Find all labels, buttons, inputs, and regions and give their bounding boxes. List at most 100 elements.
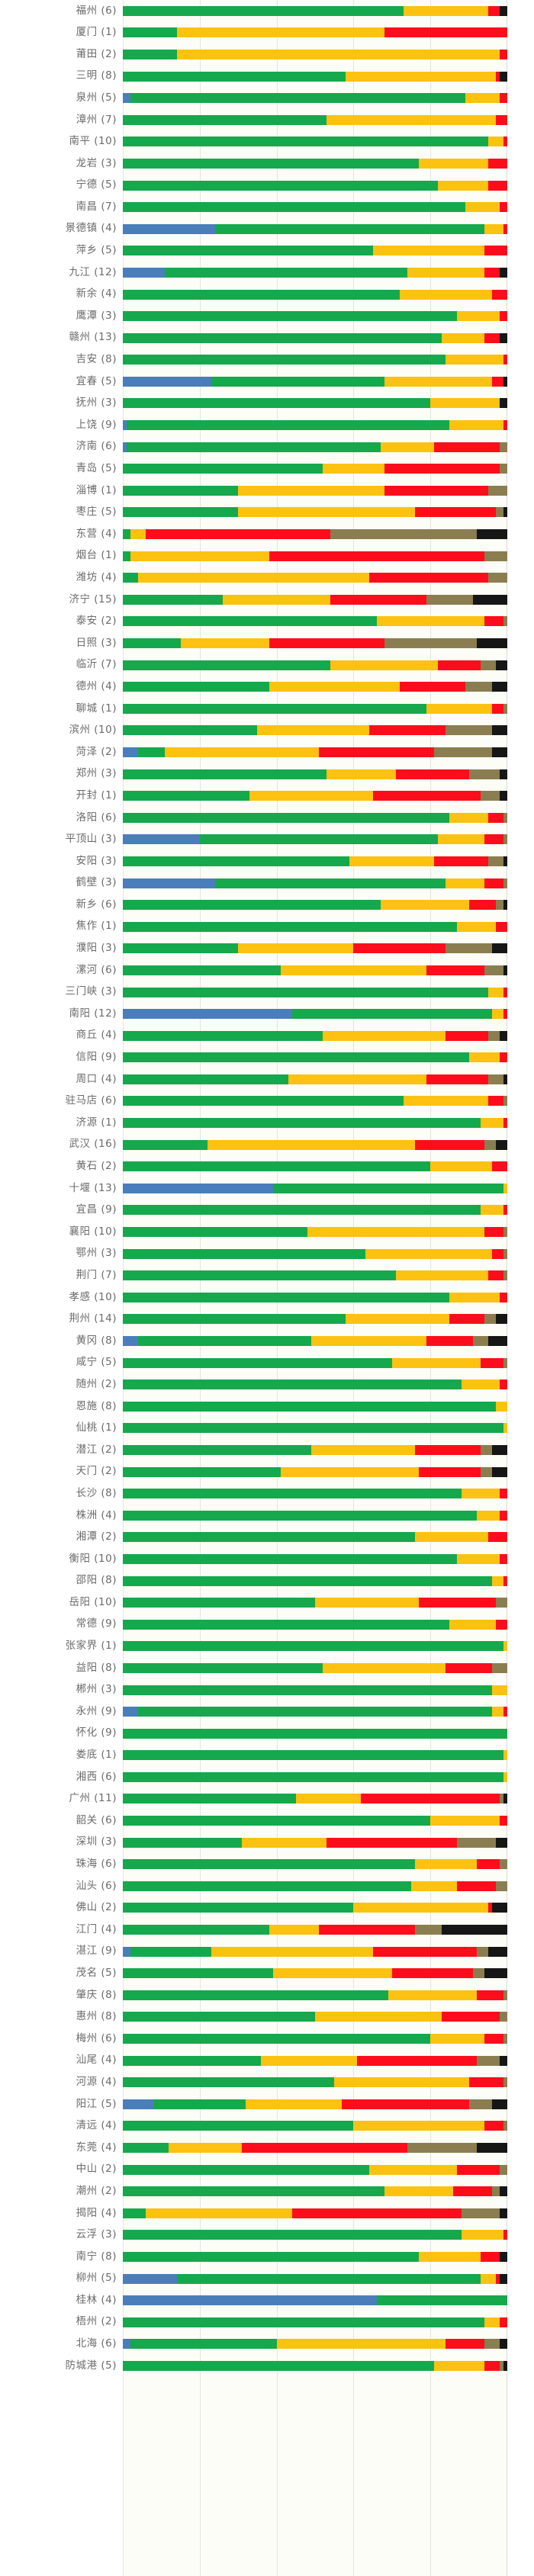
stacked-bar[interactable] — [123, 311, 507, 322]
bar-segment-cat-5[interactable] — [468, 769, 500, 779]
stacked-bar[interactable] — [123, 2295, 507, 2306]
stacked-bar[interactable] — [123, 1489, 507, 1499]
bar-segment-cat-4[interactable] — [415, 507, 496, 518]
bar-segment-cat-5[interactable] — [503, 2034, 507, 2044]
bar-segment-cat-4[interactable] — [468, 2077, 503, 2088]
bar-segment-cat-5[interactable] — [472, 1968, 484, 1979]
bar-segment-cat-3[interactable] — [310, 1336, 427, 1347]
stacked-bar[interactable] — [123, 1925, 507, 1935]
bar-segment-cat-2[interactable] — [123, 1292, 450, 1302]
bar-segment-cat-3[interactable] — [449, 420, 503, 431]
stacked-bar[interactable] — [123, 2208, 507, 2218]
bar-segment-cat-5[interactable] — [446, 725, 492, 736]
bar-segment-cat-5[interactable] — [499, 1859, 507, 1870]
bar-segment-cat-6[interactable] — [476, 529, 507, 540]
stacked-bar[interactable] — [123, 900, 507, 911]
bar-segment-cat-3[interactable] — [426, 703, 492, 714]
bar-segment-cat-4[interactable] — [419, 1598, 496, 1608]
bar-segment-cat-1[interactable] — [123, 1336, 139, 1347]
bar-segment-cat-1[interactable] — [123, 1946, 131, 1957]
bar-segment-cat-4[interactable] — [476, 1859, 500, 1870]
stacked-bar[interactable] — [123, 93, 507, 104]
bar-segment-cat-5[interactable] — [503, 616, 507, 627]
bar-segment-cat-2[interactable] — [123, 965, 281, 975]
stacked-bar[interactable] — [123, 71, 507, 82]
bar-segment-cat-3[interactable] — [480, 1205, 503, 1216]
bar-segment-cat-3[interactable] — [349, 856, 435, 866]
bar-segment-cat-2[interactable] — [165, 267, 407, 278]
stacked-bar[interactable] — [123, 1575, 507, 1586]
stacked-bar[interactable] — [123, 1423, 507, 1434]
bar-segment-cat-3[interactable] — [407, 267, 484, 278]
bar-segment-cat-2[interactable] — [123, 1466, 281, 1477]
bar-segment-cat-3[interactable] — [380, 900, 469, 911]
bar-segment-cat-1[interactable] — [123, 878, 215, 888]
bar-segment-cat-3[interactable] — [403, 1096, 488, 1107]
stacked-bar[interactable] — [123, 223, 507, 234]
bar-segment-cat-4[interactable] — [446, 1662, 492, 1673]
stacked-bar[interactable] — [123, 2186, 507, 2197]
bar-segment-cat-6[interactable] — [499, 791, 507, 801]
stacked-bar[interactable] — [123, 1990, 507, 2000]
bar-segment-cat-3[interactable] — [484, 223, 503, 234]
stacked-bar[interactable] — [123, 1750, 507, 1761]
bar-segment-cat-4[interactable] — [484, 616, 503, 627]
bar-segment-cat-4[interactable] — [327, 1837, 458, 1848]
bar-segment-cat-4[interactable] — [484, 2360, 500, 2371]
bar-segment-cat-3[interactable] — [307, 1227, 484, 1238]
bar-segment-cat-2[interactable] — [123, 507, 239, 518]
bar-segment-cat-6[interactable] — [491, 1466, 507, 1477]
stacked-bar[interactable] — [123, 1641, 507, 1652]
bar-segment-cat-6[interactable] — [491, 747, 507, 757]
bar-segment-cat-2[interactable] — [123, 2055, 262, 2066]
bar-segment-cat-4[interactable] — [503, 1575, 507, 1586]
bar-segment-cat-2[interactable] — [123, 682, 269, 692]
bar-segment-cat-4[interactable] — [426, 965, 484, 975]
bar-segment-cat-3[interactable] — [465, 202, 500, 213]
bar-segment-cat-2[interactable] — [123, 1074, 288, 1084]
bar-segment-cat-3[interactable] — [138, 573, 369, 583]
bar-segment-cat-4[interactable] — [503, 2230, 507, 2240]
bar-segment-cat-4[interactable] — [368, 573, 488, 583]
bar-segment-cat-4[interactable] — [484, 1227, 503, 1238]
stacked-bar[interactable] — [123, 987, 507, 997]
bar-segment-cat-6[interactable] — [495, 1314, 507, 1325]
bar-segment-cat-2[interactable] — [123, 987, 488, 997]
bar-segment-cat-3[interactable] — [480, 2273, 496, 2284]
stacked-bar[interactable] — [123, 1771, 507, 1782]
bar-segment-cat-1[interactable] — [123, 2273, 177, 2284]
bar-segment-cat-5[interactable] — [495, 1598, 507, 1608]
bar-segment-cat-2[interactable] — [123, 1270, 396, 1281]
bar-segment-cat-4[interactable] — [491, 703, 503, 714]
bar-segment-cat-4[interactable] — [372, 791, 481, 801]
bar-segment-cat-5[interactable] — [499, 2012, 507, 2022]
bar-segment-cat-2[interactable] — [123, 114, 327, 125]
bar-segment-cat-4[interactable] — [499, 1553, 507, 1564]
bar-segment-cat-3[interactable] — [323, 1030, 446, 1041]
bar-segment-cat-6[interactable] — [487, 1336, 507, 1347]
bar-segment-cat-5[interactable] — [480, 1444, 492, 1455]
bar-segment-cat-2[interactable] — [123, 1489, 462, 1499]
bar-segment-cat-3[interactable] — [449, 1292, 500, 1302]
bar-segment-cat-5[interactable] — [495, 900, 503, 911]
stacked-bar[interactable] — [123, 1336, 507, 1347]
bar-segment-cat-3[interactable] — [399, 289, 492, 300]
bar-segment-cat-5[interactable] — [415, 1925, 442, 1935]
stacked-bar[interactable] — [123, 1816, 507, 1826]
bar-segment-cat-4[interactable] — [319, 747, 435, 757]
bar-segment-cat-4[interactable] — [415, 1444, 481, 1455]
bar-segment-cat-5[interactable] — [330, 529, 477, 540]
stacked-bar[interactable] — [123, 1968, 507, 1979]
bar-segment-cat-4[interactable] — [384, 464, 500, 474]
stacked-bar[interactable] — [123, 202, 507, 213]
stacked-bar[interactable] — [123, 2360, 507, 2371]
stacked-bar[interactable] — [123, 1510, 507, 1521]
bar-segment-cat-3[interactable] — [211, 1946, 373, 1957]
bar-segment-cat-4[interactable] — [426, 1336, 473, 1347]
bar-segment-cat-4[interactable] — [487, 158, 507, 169]
bar-segment-cat-4[interactable] — [503, 420, 507, 431]
stacked-bar[interactable] — [123, 769, 507, 779]
bar-segment-cat-2[interactable] — [123, 71, 346, 82]
stacked-bar[interactable] — [123, 1118, 507, 1129]
stacked-bar[interactable] — [123, 1139, 507, 1150]
